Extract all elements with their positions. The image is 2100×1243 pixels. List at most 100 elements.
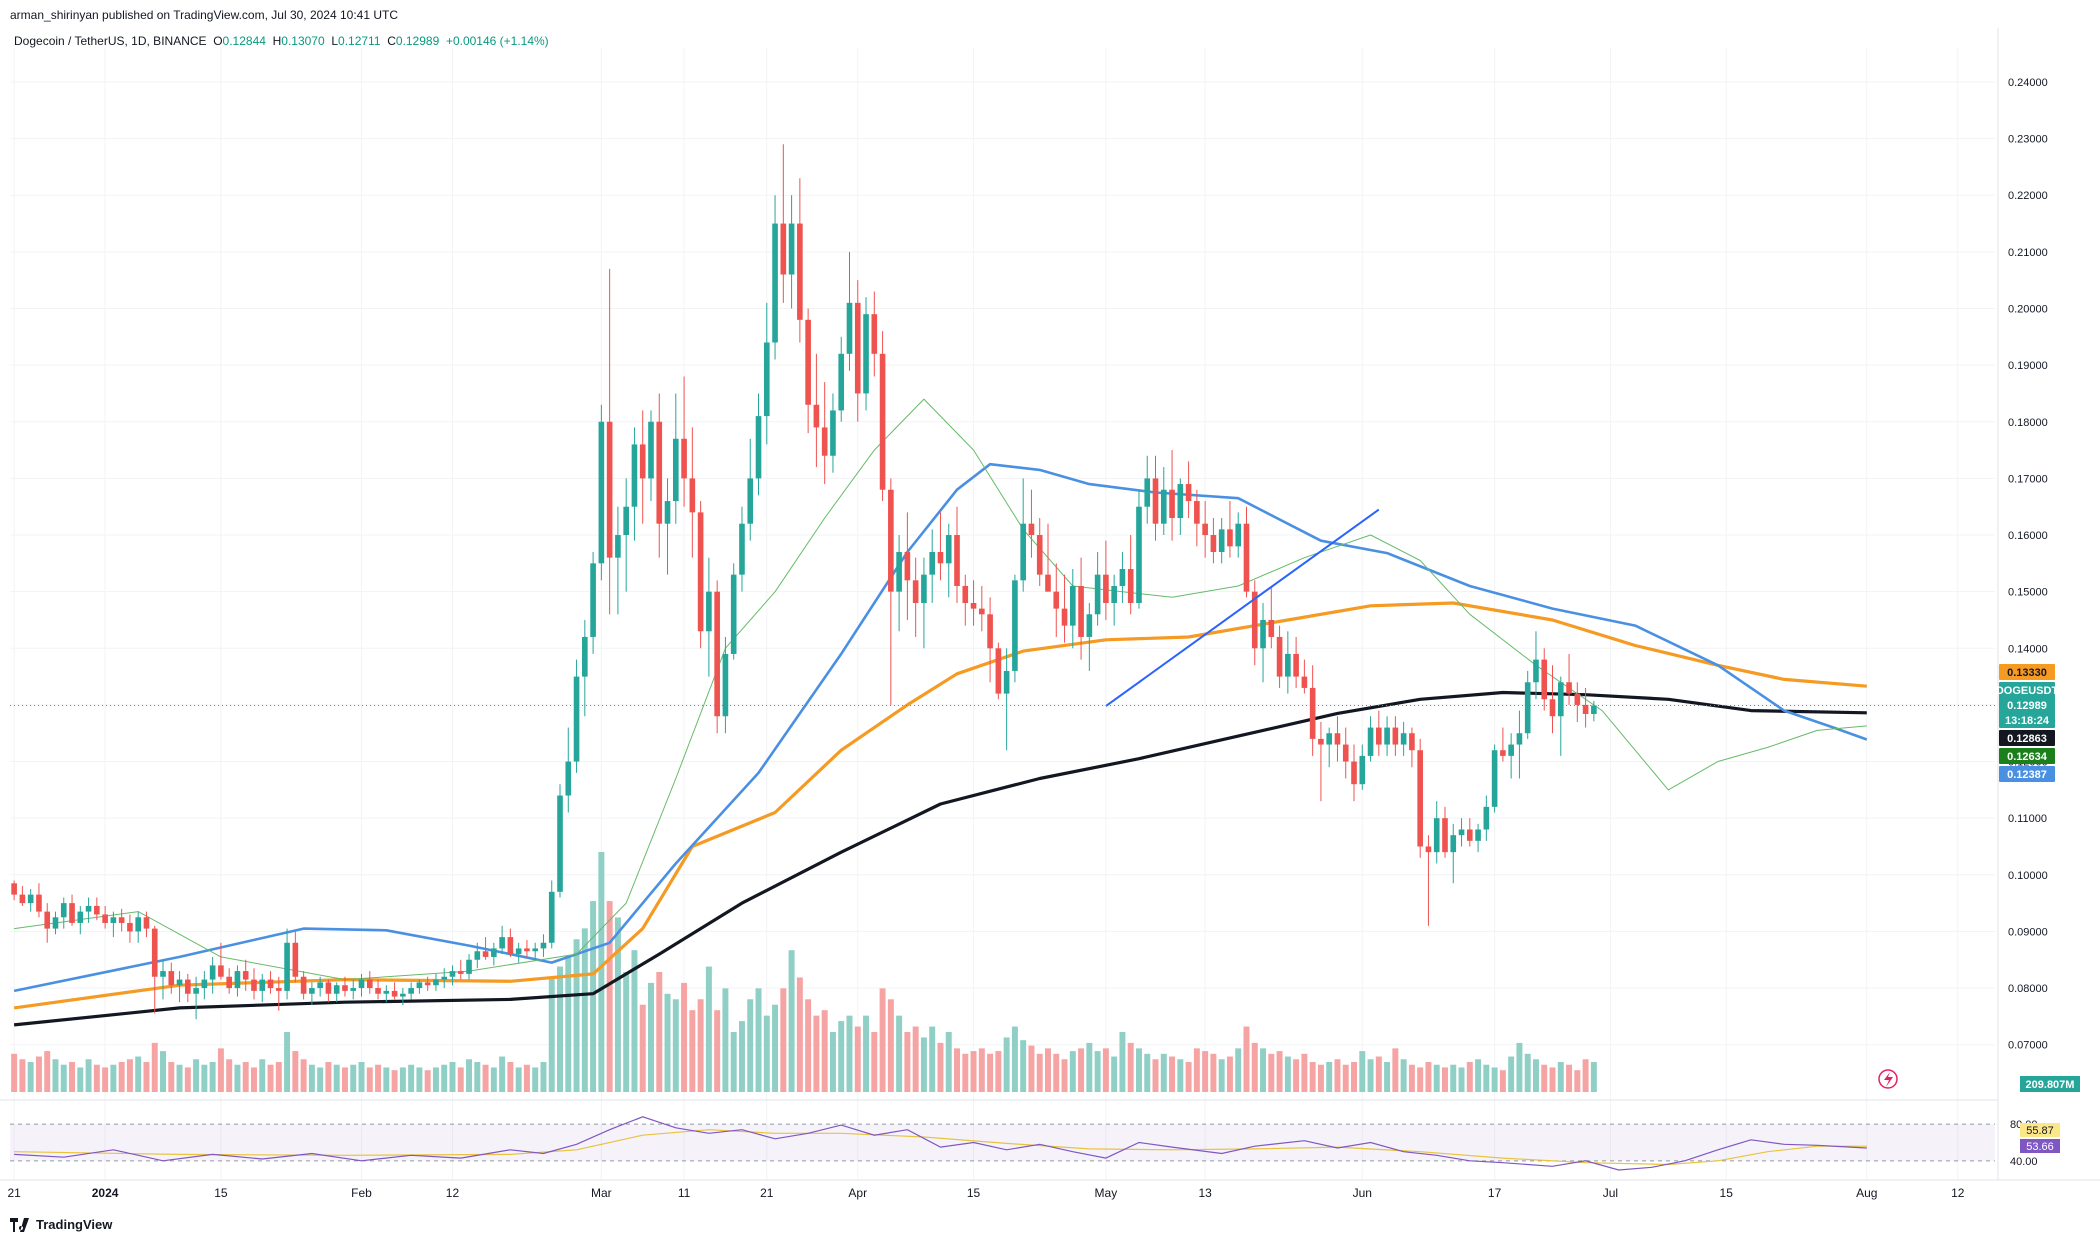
volume-bar [1069,1051,1076,1092]
tradingview-footer[interactable]: TradingView [10,1217,112,1232]
lightning-bolt [1884,1072,1893,1087]
volume-bar [681,982,688,1092]
candle-body [1127,569,1134,603]
candle-body [1086,614,1093,637]
price-label-box [1999,730,2055,746]
candle-body [1508,744,1514,756]
x-tick-label: 15 [1720,1186,1734,1200]
candle-body [1491,750,1498,807]
candle-body [143,917,150,929]
candle-body [1574,693,1581,705]
volume-bar [1450,1064,1457,1092]
volume-bar [424,1070,431,1092]
candle-body [1326,733,1333,745]
candle-body [366,979,373,989]
candle-body [1020,523,1026,581]
volume-bar [416,1067,423,1092]
candle-body [1425,846,1432,853]
volume-bar [1111,1056,1118,1092]
x-tick-label: Aug [1856,1186,1877,1200]
candle-body [1003,670,1010,694]
candle-body [317,982,323,989]
volume-bar [474,1062,481,1092]
candle-body [937,552,944,564]
candle-body [780,223,787,275]
candle-body [805,319,811,405]
volume-bar [995,1051,1002,1092]
volume-bar [896,1015,903,1092]
volume-bars [11,852,1597,1092]
candle-body [813,404,820,428]
volume-bar [1086,1042,1093,1092]
volume-bar [226,1059,233,1092]
axes: 0.24000 0.23000 0.22000 0.21000 0.20000 0.190… [0,28,2100,1200]
volume-bar [110,1064,117,1092]
candle-body [557,795,563,892]
candle-body [466,959,472,974]
candle-body [615,535,621,558]
candle-body [838,353,845,411]
candle-body [1036,535,1043,575]
volume-bar [672,999,679,1092]
candle-body [524,948,530,952]
volume-bar [325,1062,332,1092]
volume-bar [358,1062,365,1092]
volume-bar [1210,1053,1217,1092]
volume-bar [1053,1053,1060,1092]
volume-bar [341,1067,348,1092]
volume-bar [738,1021,745,1092]
volume-bar [44,1051,51,1092]
candle-body [160,971,166,977]
candle-body [408,988,414,994]
volume-bar [118,1062,125,1092]
candle-body [1557,682,1564,717]
candle-body [1103,574,1109,603]
candle-body [333,985,340,994]
candle-body [1475,829,1481,841]
volume-bar [1193,1048,1200,1092]
candle-body [1045,574,1051,592]
volume-bar [722,988,729,1092]
candle-body [1392,727,1399,745]
volume-bar [1458,1067,1465,1092]
candle-body [1376,727,1382,745]
volume-bar [1392,1048,1399,1092]
x-tick-label: 15 [967,1186,981,1200]
candle-body [772,223,778,343]
candle-body [19,894,26,904]
candle-body [1533,659,1539,683]
candle-body [904,552,911,581]
y-tick-label: 0.19000 [2008,360,2048,372]
y-tick-label: 0.16000 [2008,530,2048,542]
volume-bar [697,999,704,1092]
candle-body [441,976,448,980]
candle-body [1285,653,1291,677]
candle-body [1500,750,1506,756]
candle-body [697,512,704,632]
candle-body [987,614,993,649]
volume-bar [573,939,580,1092]
candle-body [176,979,183,986]
candle-body [1442,818,1448,853]
price-label-box [1999,766,2055,782]
candle-body [1342,744,1349,762]
volume-bar [251,1067,257,1092]
volume-bar [714,1010,721,1092]
candle-body [912,580,919,603]
volume-bar [557,966,563,1092]
candle-body [185,979,191,994]
volume-bar [259,1059,266,1092]
candle-body [1582,704,1589,714]
volume-bar [565,955,572,1092]
candle-body [730,574,737,654]
volume-bar [1475,1059,1482,1092]
candle-body [1334,733,1341,745]
volume-bar [920,1037,927,1092]
volume-bar [1202,1051,1209,1092]
candle-body [1524,682,1531,734]
volume-bar [1127,1042,1134,1092]
candle-body [1566,682,1572,694]
volume-bar [1301,1053,1308,1092]
symbol-title[interactable]: Dogecoin / TetherUS, 1D, BINANCE [14,34,207,48]
